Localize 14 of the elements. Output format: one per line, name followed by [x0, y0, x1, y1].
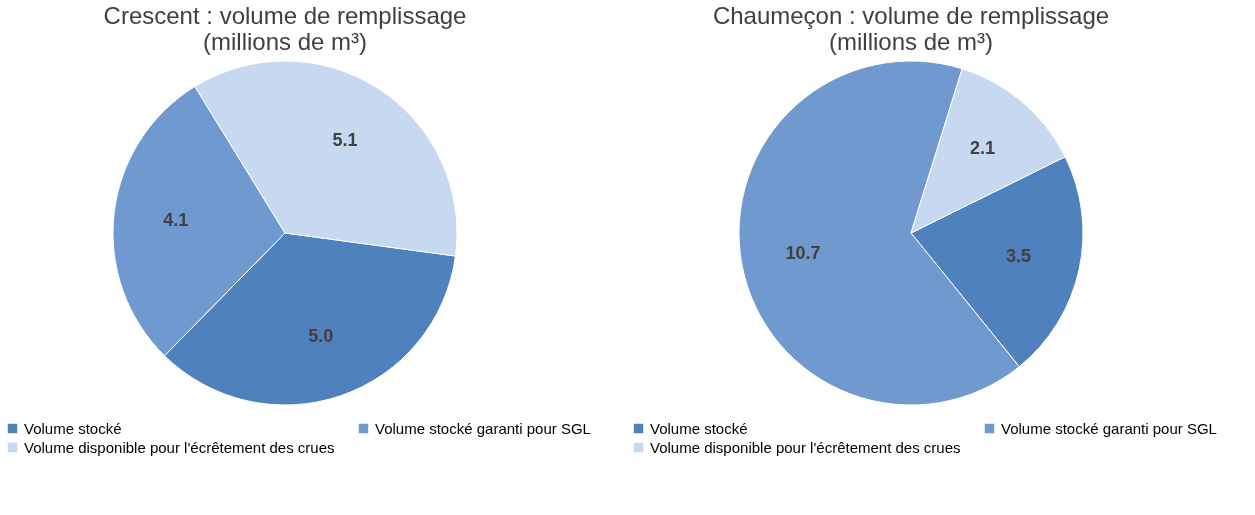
legend-label: Volume disponible pour l'écrêtement des crues	[24, 438, 335, 456]
data-label: 2.1	[969, 138, 995, 159]
legend-label: Volume stocké	[650, 419, 748, 437]
data-label: 3.5	[1005, 245, 1031, 266]
legend-label: Volume stocké garanti pour SGL	[1001, 419, 1217, 437]
data-label: 4.1	[163, 209, 189, 230]
legend-label: Volume disponible pour l'écrêtement des crues	[650, 438, 961, 456]
chart-title: Crescent : volume de remplissage (millions de m³)	[103, 2, 467, 55]
data-label: 5.0	[308, 326, 334, 347]
chart-title: Chaumeçon : volume de remplissage (millions de m³)	[712, 2, 1110, 55]
legend-label: Volume stocké garanti pour SGL	[375, 419, 591, 437]
legend-label: Volume stocké	[24, 419, 122, 437]
data-label: 10.7	[785, 242, 821, 263]
data-label: 5.1	[332, 129, 358, 150]
